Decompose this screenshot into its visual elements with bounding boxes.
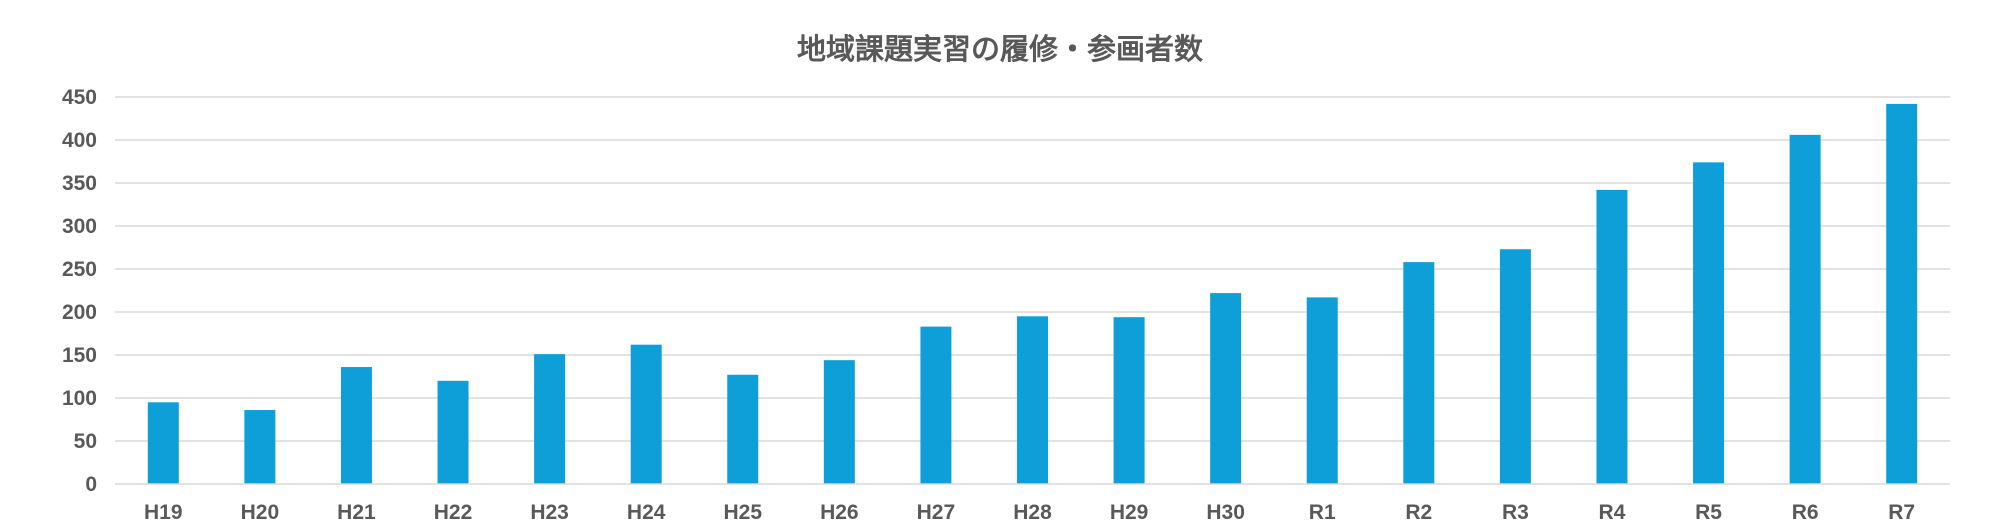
x-tick-label: H29 xyxy=(1110,501,1149,524)
bar xyxy=(630,344,662,484)
x-tick-label: H30 xyxy=(1206,501,1245,524)
x-tick-label: R5 xyxy=(1695,501,1722,524)
bar xyxy=(437,380,469,484)
x-tick-label: H25 xyxy=(723,501,762,524)
y-tick-label: 150 xyxy=(62,344,97,367)
y-tick-label: 250 xyxy=(62,258,97,281)
x-tick-label: R1 xyxy=(1309,501,1336,524)
x-tick-label: H21 xyxy=(337,501,376,524)
bar xyxy=(1306,297,1338,484)
bar xyxy=(534,354,566,484)
bar xyxy=(1499,249,1531,484)
x-tick-label: H24 xyxy=(627,501,666,524)
x-tick-label: R2 xyxy=(1405,501,1432,524)
y-tick-label: 200 xyxy=(62,301,97,324)
bar xyxy=(1789,134,1821,484)
x-tick-label: H22 xyxy=(434,501,473,524)
bar xyxy=(340,367,372,484)
bar xyxy=(1403,262,1435,484)
x-tick-label: H23 xyxy=(530,501,569,524)
bar xyxy=(823,360,855,484)
bar xyxy=(244,410,276,484)
bar xyxy=(1113,317,1145,484)
bar xyxy=(1693,162,1725,485)
bar xyxy=(1886,103,1918,484)
bar xyxy=(1210,293,1242,484)
y-tick-label: 300 xyxy=(62,215,97,238)
x-tick-label: R7 xyxy=(1888,501,1915,524)
bar xyxy=(1596,189,1628,484)
bar xyxy=(1017,316,1048,484)
y-tick-label: 400 xyxy=(62,129,97,152)
bar xyxy=(727,374,759,484)
x-tick-label: H20 xyxy=(241,501,280,524)
bar xyxy=(147,402,179,484)
x-tick-label: R4 xyxy=(1599,501,1626,524)
x-tick-label: H26 xyxy=(820,501,859,524)
y-tick-label: 100 xyxy=(62,387,97,410)
x-tick-label: H27 xyxy=(917,501,956,524)
x-tick-label: R6 xyxy=(1792,501,1819,524)
bar xyxy=(920,326,952,484)
y-tick-label: 50 xyxy=(74,430,97,453)
y-tick-label: 450 xyxy=(62,86,97,109)
y-tick-label: 0 xyxy=(85,473,97,496)
chart-title: 地域課題実習の履修・参画者数 xyxy=(796,32,1203,66)
x-tick-label: R3 xyxy=(1502,501,1529,524)
y-tick-label: 350 xyxy=(62,172,97,195)
x-tick-label: H19 xyxy=(144,501,183,524)
x-tick-label: H28 xyxy=(1013,501,1052,524)
